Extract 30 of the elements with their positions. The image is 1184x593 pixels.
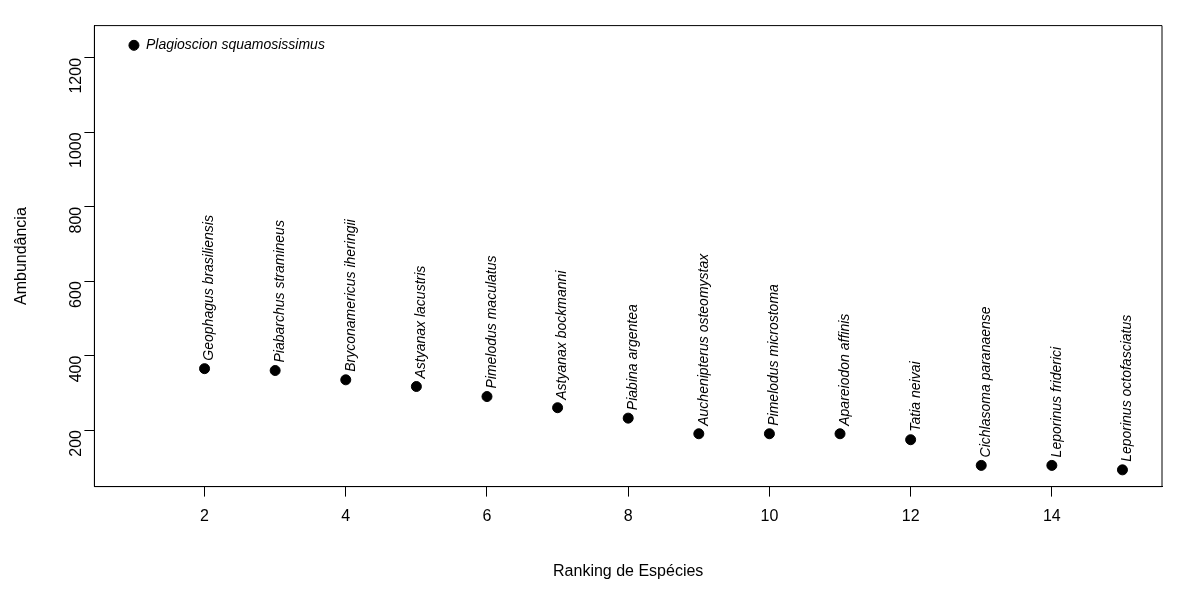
annotation: Astyanax lacustris	[412, 265, 429, 380]
annotation: Bryconamericus iheringii	[341, 218, 358, 372]
y-tick-label: 600	[66, 281, 84, 308]
y-tick-label: 800	[66, 206, 84, 234]
y-axis-title: Ambundância	[12, 207, 30, 306]
annotation: Tatia neivai	[906, 360, 923, 432]
y-tick-label: 1000	[66, 132, 84, 168]
annotation: Cichlasoma paranaense	[977, 306, 994, 458]
annotation: Apareiodon affinis	[835, 313, 852, 427]
annotation: Piabina argentea	[624, 304, 641, 411]
x-tick-label: 10	[760, 506, 779, 524]
annotation: Geophagus brasiliensis	[200, 215, 217, 361]
annotation: Auchenipterus osteomystax	[694, 252, 711, 427]
annotation: Pimelodus maculatus	[482, 255, 499, 389]
annotation: Astyanax bockmanni	[553, 269, 570, 401]
x-tick-label: 14	[1042, 506, 1061, 524]
x-tick-label: 12	[901, 506, 920, 524]
annotation: Pimelodus microstoma	[765, 283, 782, 426]
annotation: Leporinus friderici	[1047, 346, 1064, 458]
x-axis-title: Ranking de Espécies	[553, 561, 704, 579]
y-tick-label: 200	[66, 429, 84, 457]
y-tick-label: 400	[66, 355, 84, 383]
x-tick-label: 2	[200, 506, 210, 524]
x-tick-label: 4	[341, 506, 351, 524]
x-tick-label: 6	[482, 506, 492, 524]
annotation: Leporinus octofasciatus	[1118, 314, 1135, 462]
annotation: Piabarchus stramineus	[271, 220, 288, 363]
y-tick-label: 1200	[66, 57, 84, 94]
annotation: Plagioscion squamosissimus	[145, 36, 325, 53]
x-tick-label: 8	[623, 506, 633, 524]
